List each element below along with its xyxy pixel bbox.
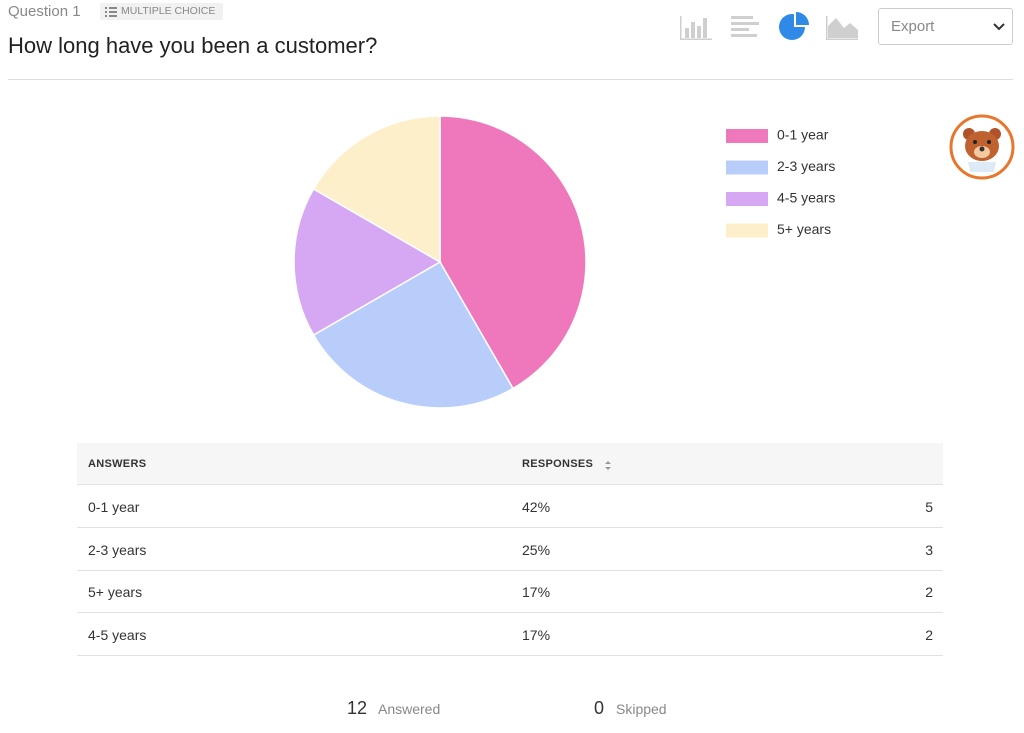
row-divider <box>77 569 943 571</box>
percent-cell: 17% <box>522 626 551 643</box>
percent-cell: 17% <box>522 584 551 600</box>
legend-swatch <box>726 192 768 206</box>
answer-cell: 5+ years <box>88 584 143 600</box>
answer-cell: 2-3 years <box>88 541 147 558</box>
legend-swatch <box>726 129 768 143</box>
legend-label: 0-1 year <box>777 127 829 143</box>
count-cell: 2 <box>925 626 933 643</box>
mascot[interactable] <box>948 114 1016 182</box>
row-divider <box>77 612 943 613</box>
pie-slice <box>312 260 515 409</box>
answered-count: 12 <box>347 698 368 718</box>
answer-cell: 4-5 years <box>88 626 147 643</box>
list-icon <box>105 7 117 17</box>
answer-cell: 0-1 year <box>88 499 140 515</box>
divider <box>8 79 1013 80</box>
pie-icon[interactable] <box>779 12 809 40</box>
badge: MULTIPLE CHOICE <box>100 3 223 20</box>
legend-swatch <box>726 223 768 238</box>
sort-icon <box>604 458 612 470</box>
percent-cell: 42% <box>522 499 551 515</box>
bar-icon[interactable] <box>680 16 712 40</box>
row-divider <box>77 654 943 656</box>
count-cell: 5 <box>925 499 933 515</box>
pie-chart: 0-1 year 2-3 years 4-5 years 5+ years <box>293 115 835 409</box>
legend-swatch <box>726 160 768 175</box>
question-number: Question 1 <box>8 3 81 20</box>
pie-slice <box>439 115 587 390</box>
pie-slice <box>293 187 442 337</box>
area-icon[interactable] <box>826 16 858 40</box>
question-title: How long have you been a customer? <box>8 33 378 58</box>
header-cell: ANSWERS <box>88 458 147 470</box>
row-divider <box>77 484 943 485</box>
skipped-label: Skipped <box>616 701 667 717</box>
skipped-count: 0 <box>594 698 605 718</box>
caret <box>993 23 1005 31</box>
count-cell: 3 <box>925 541 933 558</box>
pie-slice <box>312 115 441 264</box>
badge-text: MULTIPLE CHOICE <box>121 5 216 17</box>
row-divider <box>77 527 943 528</box>
chart-type-icons <box>680 12 858 40</box>
legend-label: 5+ years <box>777 221 831 237</box>
legend-label: 2-3 years <box>777 158 835 174</box>
header-cell: RESPONSES <box>522 458 594 470</box>
hbar-icon[interactable] <box>731 16 759 37</box>
percent-cell: 25% <box>522 541 551 558</box>
export-dropdown[interactable]: Export <box>878 8 1013 45</box>
count-cell: 2 <box>925 584 933 600</box>
legend-label: 4-5 years <box>777 190 835 206</box>
answered-label: Answered <box>378 701 441 717</box>
export-label: Export <box>891 18 935 35</box>
table-header <box>77 443 943 485</box>
